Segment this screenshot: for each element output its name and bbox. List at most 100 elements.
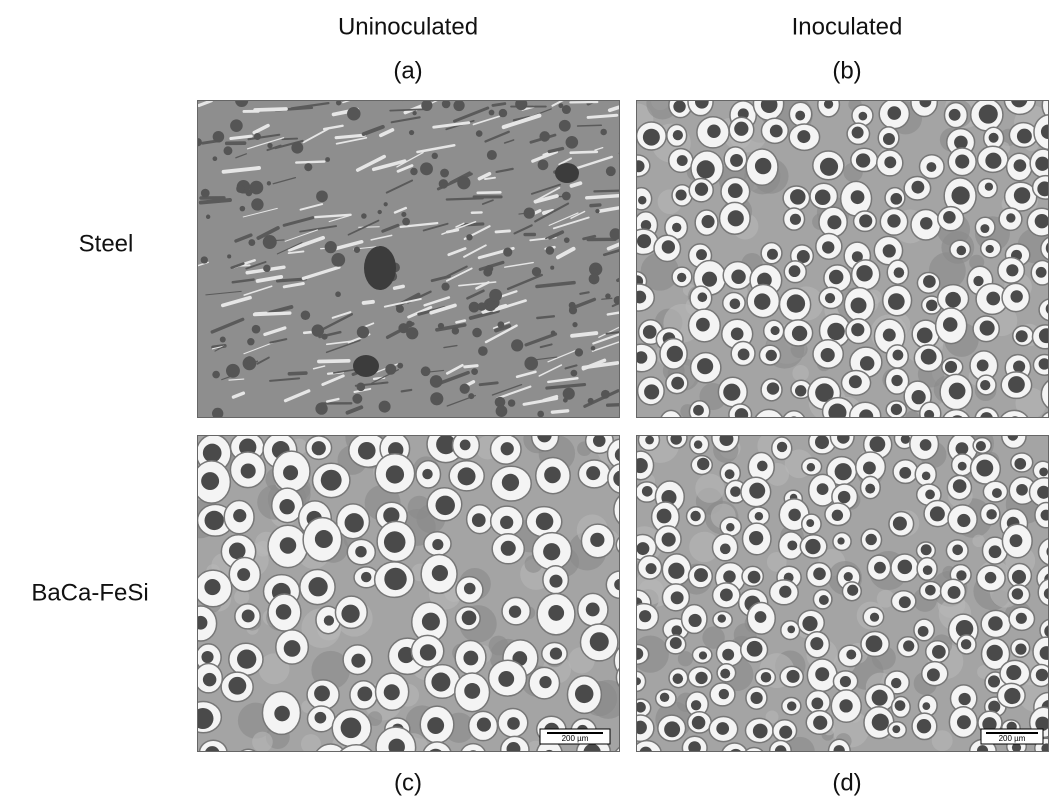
graphite-nodule (698, 292, 708, 302)
graphite-nodule (460, 440, 471, 451)
phase (580, 292, 588, 294)
graphite-nodule (203, 444, 222, 463)
graphite-nodule (501, 541, 516, 556)
panel-label: (b) (832, 57, 861, 84)
graphite-nodule (925, 490, 935, 500)
graphite-nodule (912, 390, 926, 404)
graphite (251, 198, 263, 210)
graphite-nodule (502, 474, 519, 491)
graphite-nodule (767, 249, 778, 260)
graphite-nodule (833, 745, 844, 756)
graphite-nodule (550, 647, 562, 659)
phase (296, 162, 324, 163)
graphite-nodule (838, 491, 850, 503)
graphite-nodule (280, 537, 297, 554)
graphite-nodule (638, 196, 646, 204)
graphite-nodule (956, 442, 969, 455)
graphite-nodule (979, 105, 998, 124)
graphite-nodule (1039, 467, 1048, 476)
graphite-nodule (893, 516, 907, 530)
graphite-nodule (719, 432, 733, 446)
graphite (532, 267, 541, 276)
graphite-nodule (734, 122, 748, 136)
graphite-nodule (837, 431, 850, 444)
ferrite-halo (942, 410, 970, 434)
graphite-nodule (930, 506, 945, 521)
ferrite-halo (337, 745, 376, 779)
graphite-nodule (955, 154, 969, 168)
graphite-nodule (837, 537, 844, 544)
graphite-nodule (874, 562, 886, 574)
graphite (254, 133, 261, 140)
graphite-nodule (274, 706, 290, 722)
graphite-nodule (894, 267, 905, 278)
graphite-nodule (980, 412, 993, 425)
graphite-nodule (860, 356, 874, 370)
graphite-nodule (755, 512, 763, 520)
graphite-nodule (749, 752, 761, 764)
graphite (508, 399, 515, 406)
graphite-nodule (694, 440, 702, 448)
graphite-nodule (624, 539, 635, 550)
graphite-nodule (731, 328, 744, 341)
graphite-nodule (631, 648, 643, 660)
column-title: Inoculated (792, 13, 903, 40)
graphite-nodule (283, 465, 298, 480)
graphite (589, 274, 600, 285)
figure: Uninoculated Inoculated (a) (b) Steel Ba… (0, 0, 1049, 801)
graphite-nodule (590, 533, 604, 547)
graphite-nodule (797, 130, 810, 143)
graphite-nodule (1035, 214, 1049, 228)
graphite-nodule (691, 700, 701, 710)
graphite-nodule (643, 129, 660, 146)
graphite-nodule (719, 689, 729, 699)
graphite-nodule (500, 516, 513, 529)
graphite-nodule (384, 531, 406, 553)
graphite-nodule (976, 441, 986, 451)
graphite-nodule (738, 349, 750, 361)
graphite (483, 268, 492, 277)
graphite-nodule (477, 718, 491, 732)
graphite-nodule (324, 615, 334, 625)
graphite-nodule (920, 217, 932, 229)
graphite-nodule (973, 276, 983, 286)
graphite-nodule (384, 568, 406, 590)
graphite-nodule (467, 750, 480, 763)
graphite-nodule (865, 484, 875, 494)
graphite-nodule (699, 651, 707, 659)
graphite-nodule (805, 539, 820, 554)
graphite-nodule (620, 749, 643, 772)
graphite-nodule (911, 181, 924, 194)
graphite (559, 120, 571, 132)
graphite (379, 401, 391, 413)
graphite-nodule (723, 570, 736, 583)
graphite-nodule (725, 469, 735, 479)
graphite (397, 363, 403, 369)
graphite-nodule (761, 96, 778, 113)
graphite-nodule (204, 579, 220, 595)
graphite-nodule (690, 511, 700, 521)
ferrite-halo (460, 744, 486, 768)
graphite (406, 327, 418, 339)
graphite (304, 163, 312, 171)
graphite (605, 293, 611, 299)
graphite-nodule (639, 610, 651, 622)
graphite-nodule (435, 496, 454, 515)
graphite-nodule (279, 499, 294, 514)
graphite-nodule (986, 245, 994, 253)
graphite (551, 331, 556, 336)
graphite-nodule (228, 677, 246, 695)
graphite-nodule (813, 567, 826, 580)
graphite-nodule (384, 684, 400, 700)
phase (478, 192, 501, 193)
graphite-nodule (985, 183, 993, 191)
graphite-nodule (832, 510, 843, 521)
graphite-nodule (662, 240, 675, 253)
graphite-nodule (980, 380, 990, 390)
graphite (236, 185, 244, 193)
graphite (499, 109, 507, 117)
graphite-nodule (670, 433, 681, 444)
graphite-nodule (1016, 330, 1028, 342)
micrograph (624, 423, 1049, 771)
phase (485, 178, 495, 179)
